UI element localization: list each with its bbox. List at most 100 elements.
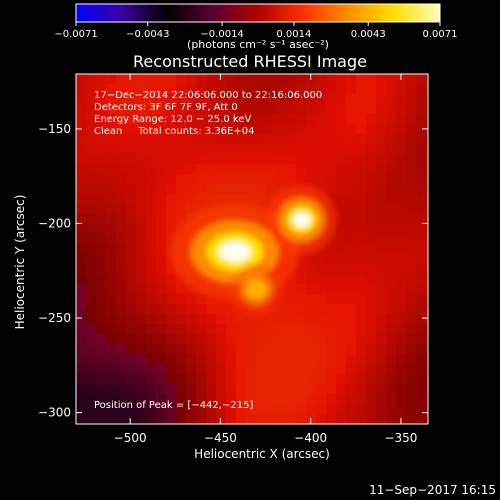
image-pixel	[76, 364, 86, 374]
image-pixel	[426, 314, 428, 324]
image-pixel	[86, 364, 96, 374]
image-pixel	[266, 324, 276, 334]
image-pixel	[396, 194, 406, 204]
image-pixel	[386, 394, 396, 404]
image-pixel	[96, 154, 106, 164]
image-pixel	[426, 154, 428, 164]
image-pixel	[426, 354, 428, 364]
image-pixel	[386, 94, 396, 104]
image-pixel	[226, 134, 236, 144]
image-pixel	[116, 224, 126, 234]
image-pixel	[196, 344, 206, 354]
image-pixel	[116, 134, 126, 144]
image-pixel	[216, 74, 226, 84]
image-pixel	[296, 374, 306, 384]
image-pixel	[316, 334, 326, 344]
image-pixel	[166, 214, 176, 224]
image-pixel	[326, 384, 336, 394]
image-pixel	[86, 94, 96, 104]
image-pixel	[336, 74, 346, 84]
image-pixel	[256, 324, 266, 334]
image-pixel	[376, 94, 386, 104]
image-pixel	[156, 84, 166, 94]
image-pixel	[76, 144, 86, 154]
image-pixel	[166, 304, 176, 314]
image-pixels	[76, 74, 428, 424]
image-pixel	[396, 224, 406, 234]
image-pixel	[386, 414, 396, 424]
image-pixel	[86, 104, 96, 114]
image-pixel	[86, 374, 96, 384]
image-pixel	[276, 344, 286, 354]
image-pixel	[336, 294, 346, 304]
image-pixel	[296, 134, 306, 144]
image-pixel	[286, 414, 296, 424]
image-pixel	[326, 274, 336, 284]
image-pixel	[236, 104, 246, 114]
image-pixel	[386, 404, 396, 414]
image-pixel	[426, 234, 428, 244]
image-pixel	[96, 74, 106, 84]
image-pixel	[426, 204, 428, 214]
image-pixel	[226, 304, 236, 314]
image-pixel	[336, 314, 346, 324]
image-pixel	[96, 224, 106, 234]
colorbar-tick-label: 0.0071	[423, 29, 458, 40]
image-pixel	[286, 144, 296, 154]
image-pixel	[96, 384, 106, 394]
x-tick-label: −500	[114, 431, 147, 445]
image-pixel	[336, 384, 346, 394]
image-pixel	[96, 234, 106, 244]
image-pixel	[266, 414, 276, 424]
image-pixel	[406, 264, 416, 274]
y-tick-label: −200	[38, 216, 71, 230]
image-pixel	[256, 354, 266, 364]
image-pixel	[286, 404, 296, 414]
image-pixel	[96, 254, 106, 264]
image-pixel	[356, 274, 366, 284]
image-pixel	[406, 74, 416, 84]
image-pixel	[346, 344, 356, 354]
image-pixel	[216, 394, 226, 404]
image-pixel	[326, 74, 336, 84]
image-pixel	[166, 414, 176, 424]
source-blobs	[170, 184, 337, 316]
image-pixel	[216, 294, 226, 304]
image-pixel	[246, 174, 256, 184]
image-pixel	[386, 244, 396, 254]
image-pixel	[216, 334, 226, 344]
image-pixel	[156, 104, 166, 114]
image-pixel	[176, 94, 186, 104]
image-pixel	[376, 374, 386, 384]
image-pixel	[116, 234, 126, 244]
image-pixel	[146, 114, 156, 124]
image-pixel	[166, 234, 176, 244]
image-pixel	[336, 374, 346, 384]
image-pixel	[86, 184, 96, 194]
image-pixel	[306, 314, 316, 324]
image-pixel	[116, 74, 126, 84]
image-pixel	[216, 94, 226, 104]
image-pixel	[246, 144, 256, 154]
image-pixel	[266, 94, 276, 104]
image-pixel	[336, 194, 346, 204]
image-pixel	[126, 154, 136, 164]
image-pixel	[216, 354, 226, 364]
image-pixel	[106, 274, 116, 284]
image-pixel	[246, 164, 256, 174]
image-pixel	[76, 194, 86, 204]
image-pixel	[366, 284, 376, 294]
image-pixel	[326, 154, 336, 164]
image-pixel	[336, 174, 346, 184]
image-pixel	[126, 304, 136, 314]
image-pixel	[136, 264, 146, 274]
image-pixel	[276, 314, 286, 324]
image-pixel	[136, 164, 146, 174]
image-pixel	[416, 84, 426, 94]
image-pixel	[116, 274, 126, 284]
image-pixel	[96, 264, 106, 274]
image-pixel	[76, 204, 86, 214]
image-pixel	[416, 114, 426, 124]
colorbar-tick-label: −0.0043	[126, 29, 169, 40]
image-pixel	[366, 394, 376, 404]
